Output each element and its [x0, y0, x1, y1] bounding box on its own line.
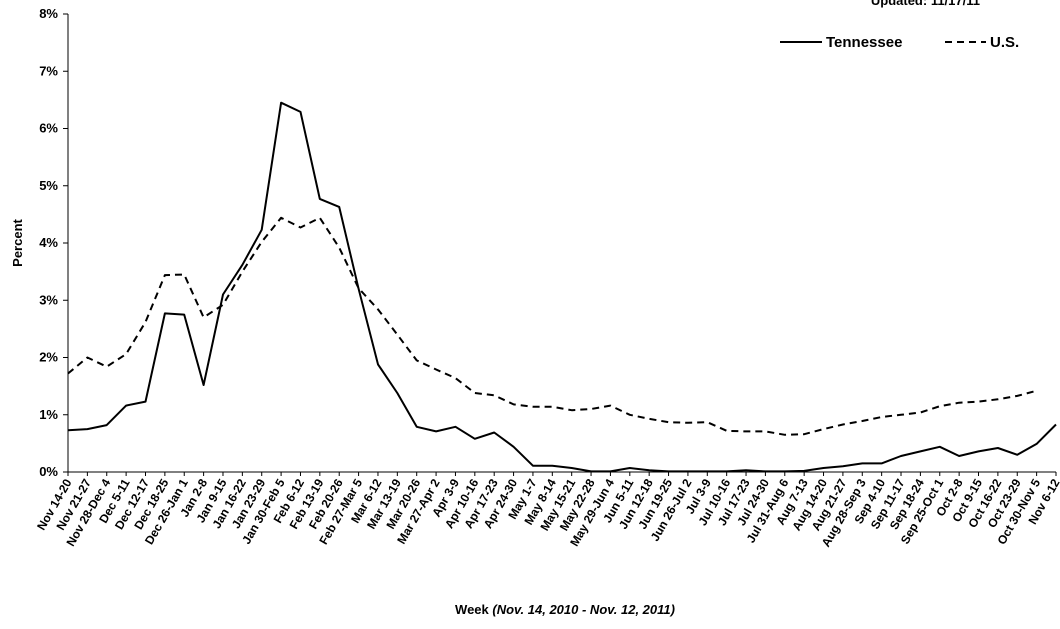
x-axis-title: Week (Nov. 14, 2010 - Nov. 12, 2011): [455, 602, 675, 617]
y-tick-label: 5%: [39, 178, 58, 193]
y-tick-label: 0%: [39, 464, 58, 479]
y-axis-ticks: 0% 1% 2% 3% 4% 5% 6% 7% 8%: [39, 6, 68, 479]
y-tick-label: 2%: [39, 350, 58, 365]
updated-note: Updated: 11/17/11: [871, 0, 980, 8]
series-lines: [67, 101, 1057, 473]
y-tick-label: 8%: [39, 6, 58, 21]
series-line-tennessee: [67, 101, 1057, 473]
y-axis-title: Percent: [10, 218, 25, 266]
y-tick-label: 6%: [39, 121, 58, 136]
x-axis-title-range: (Nov. 14, 2010 - Nov. 12, 2011): [492, 602, 675, 617]
series-line-u-s: [67, 216, 1037, 436]
x-axis-title-prefix: Week: [455, 602, 492, 617]
legend: Tennessee U.S.: [780, 34, 1019, 51]
y-tick-label: 4%: [39, 235, 58, 250]
y-tick-label: 1%: [39, 407, 58, 422]
legend-label-tennessee: Tennessee: [826, 34, 902, 51]
y-tick-label: 7%: [39, 63, 58, 78]
y-tick-label: 3%: [39, 292, 58, 307]
legend-label-us: U.S.: [990, 34, 1019, 51]
plot-axes: [67, 14, 1056, 473]
